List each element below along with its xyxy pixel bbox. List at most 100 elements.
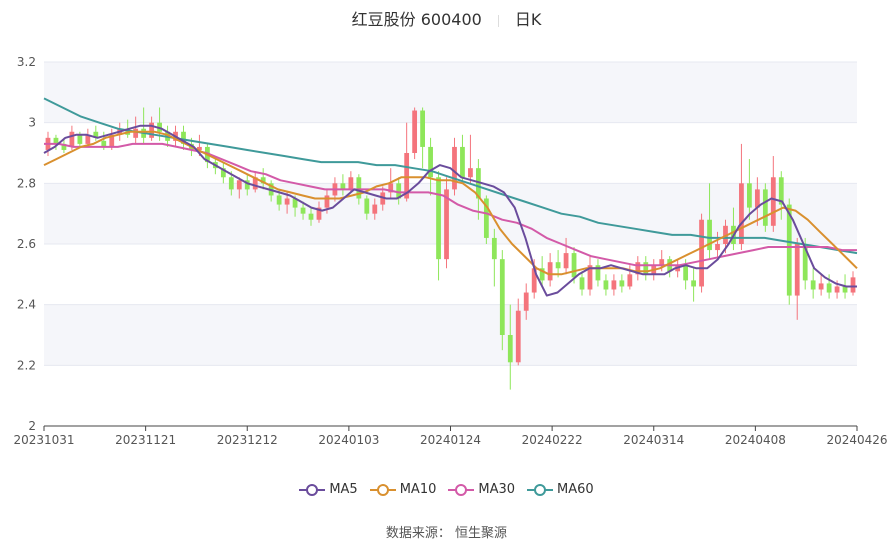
candle-body <box>412 110 418 153</box>
candle-body <box>197 146 202 150</box>
candle-body <box>300 207 306 214</box>
x-tick-label: 20240103 <box>318 433 379 447</box>
candle-body <box>53 137 59 144</box>
candle-body <box>659 259 665 266</box>
candle-body <box>834 286 840 293</box>
candle-body <box>483 198 489 238</box>
candle-body <box>61 143 67 150</box>
x-tick-label: 20240314 <box>623 433 684 447</box>
candle-body <box>396 183 402 199</box>
candle-body <box>555 262 561 269</box>
grid-band <box>44 62 857 123</box>
y-tick-label: 3.2 <box>17 55 36 69</box>
legend-line-marker-icon <box>299 483 326 496</box>
candle-body <box>579 277 585 290</box>
y-tick-label: 2.6 <box>17 237 36 251</box>
candle-body <box>468 168 473 178</box>
candle-body <box>340 183 346 190</box>
candle-body <box>778 177 784 205</box>
candle-body <box>691 280 696 287</box>
x-tick-label: 20231212 <box>217 433 278 447</box>
candle-body <box>181 131 186 144</box>
candle-body <box>826 283 832 293</box>
candle-body <box>643 262 649 275</box>
y-tick-label: 3 <box>28 116 36 130</box>
candle-body <box>619 280 625 287</box>
candle-body <box>101 140 107 147</box>
legend-line-marker-icon <box>369 483 396 496</box>
candle-body <box>523 292 529 311</box>
candle-body <box>507 335 513 363</box>
grid-band <box>44 304 857 366</box>
candle-body <box>699 219 704 287</box>
candle-body <box>794 244 800 296</box>
candle-body <box>308 213 314 220</box>
stock-name-code: 红豆股份 600400 <box>351 10 482 29</box>
candle-body <box>491 237 497 260</box>
x-tick-label: 20240426 <box>826 433 887 447</box>
y-tick-label: 2 <box>28 419 36 433</box>
candle-body <box>786 204 792 296</box>
candle-body <box>739 183 744 244</box>
candle-body <box>149 122 154 138</box>
ma10-line <box>43 130 858 276</box>
candle-body <box>587 265 593 290</box>
candle-body <box>228 177 234 190</box>
legend-label: MA5 <box>329 482 358 497</box>
candle-body <box>818 283 824 290</box>
legend-item-ma30[interactable]: MA30 <box>448 482 515 497</box>
candle-body <box>436 177 441 260</box>
candle-body <box>292 198 298 208</box>
candle-body <box>762 189 768 226</box>
candle-body <box>77 134 83 144</box>
legend-item-ma10[interactable]: MA10 <box>369 482 437 497</box>
candle-body <box>563 253 569 269</box>
candle-body <box>420 110 425 147</box>
title-separator <box>497 14 499 27</box>
candle-body <box>220 168 226 178</box>
candle-body <box>260 177 266 184</box>
candle-body <box>707 219 712 251</box>
ma30-line <box>44 142 857 267</box>
candle-body <box>635 262 641 275</box>
x-tick-label: 20240222 <box>522 433 583 447</box>
candle-body <box>284 198 290 205</box>
candle-body <box>476 168 481 199</box>
candle-body <box>627 274 633 287</box>
candle-body <box>85 134 91 144</box>
y-tick-label: 2.4 <box>17 298 36 312</box>
legend-label: MA60 <box>557 482 594 497</box>
candle-body <box>515 310 521 363</box>
legend-item-ma60[interactable]: MA60 <box>527 482 594 497</box>
candle-body <box>69 131 75 147</box>
candle-body <box>683 265 689 281</box>
candle-body <box>747 183 752 208</box>
candle-body <box>276 195 282 205</box>
candle-body <box>372 204 378 214</box>
candle-body <box>770 177 776 226</box>
candle-body <box>356 177 362 199</box>
legend-label: MA30 <box>478 482 516 497</box>
chart-title: 红豆股份 600400 日K <box>0 6 893 30</box>
legend-label: MA10 <box>399 482 437 497</box>
period-label: 日K <box>514 10 542 29</box>
candle-body <box>715 244 720 251</box>
candle-body <box>348 177 354 190</box>
candle-body <box>611 280 617 290</box>
legend-item-ma5[interactable]: MA5 <box>299 482 358 497</box>
candle-body <box>603 280 609 290</box>
legend-line-marker-icon <box>448 483 475 496</box>
x-tick-label: 20231031 <box>13 433 74 447</box>
candle-body <box>324 195 330 208</box>
candle-body <box>388 183 394 193</box>
candle-body <box>460 146 465 178</box>
candle-body <box>595 265 601 281</box>
candle-body <box>539 268 545 281</box>
x-tick-label: 20240408 <box>725 433 786 447</box>
y-tick-label: 2.2 <box>17 358 36 372</box>
candlestick-chart[interactable]: 2 2.2 2.4 2.6 2.8 3 3.2 20231031 20231121 2023121… <box>0 0 893 470</box>
candle-body <box>428 146 433 178</box>
candle-body <box>252 177 258 190</box>
candle-body <box>316 207 322 220</box>
chart-legend: MA5 MA10 MA30 MA60 <box>0 482 893 501</box>
